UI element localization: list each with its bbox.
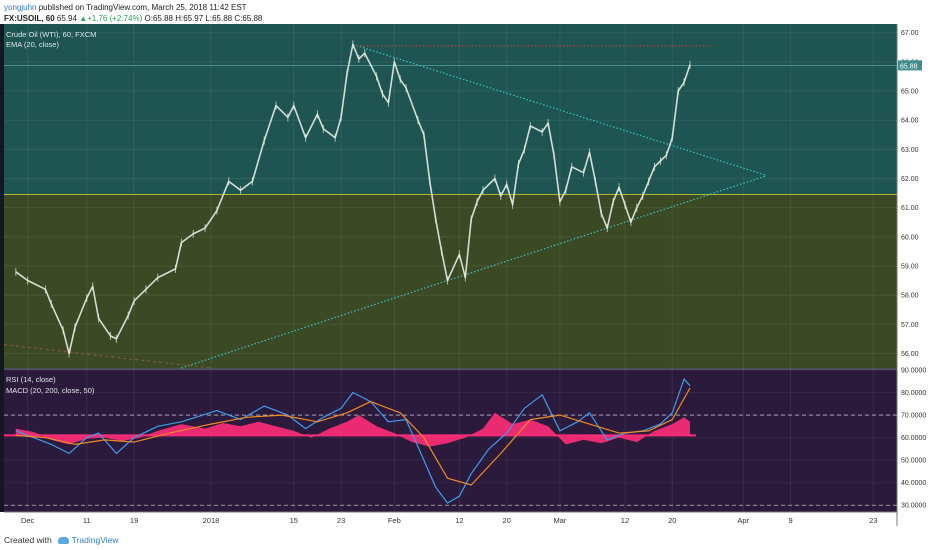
price-tick-label: 67.00 (901, 30, 919, 37)
price-tick-label: 62.00 (901, 176, 919, 183)
tradingview-logo-icon (57, 537, 69, 544)
rsi-tick-label: 50.0000 (901, 458, 926, 465)
upper-zone (4, 24, 897, 195)
last-price-badge (898, 60, 922, 71)
ohlc-values: O:65.88 H:65.97 L:65.88 C:65.88 (144, 14, 263, 23)
price-pane-title: Crude Oil (WTI), 60, FXCM (6, 30, 97, 39)
ema-legend: EMA (20, close) (6, 40, 59, 49)
x-tick-label: 11 (83, 516, 91, 525)
footer: Created with TradingView (4, 535, 119, 545)
rsi-tick-label: 70.0000 (901, 413, 926, 420)
signal-line (15, 387, 691, 486)
x-tick-label: Apr (737, 516, 749, 525)
tradingview-link[interactable]: TradingView (71, 535, 119, 545)
publisher-user-link[interactable]: yongjuhn (4, 3, 37, 12)
symbol-label: FX:USOIL, 60 (4, 14, 55, 23)
x-tick-label: 2018 (203, 516, 220, 525)
price-tick-label: 56.00 (901, 351, 919, 358)
created-with-text: Created with (4, 535, 52, 545)
price-tick-label: 65.00 (901, 89, 919, 96)
descending-trendline (352, 43, 768, 177)
x-tick-label: Feb (388, 516, 401, 525)
rsi-legend: RSI (14, close) (6, 375, 56, 384)
macd-histogram (15, 412, 691, 447)
x-tick-label: 20 (668, 516, 676, 525)
price-tick-label: 60.00 (901, 234, 919, 241)
last-price-badge-label: 65.88 (900, 63, 918, 70)
up-arrow-icon: ▲ (79, 14, 88, 23)
x-tick-label: 12 (621, 516, 629, 525)
x-tick-label: 19 (130, 516, 138, 525)
rsi-tick-label: 60.0000 (901, 435, 926, 442)
published-text: published on TradingView.com, March 25, … (38, 3, 247, 12)
macd-legend: MACD (20, 200, close, 50) (6, 386, 95, 395)
price-tick-label: 59.00 (901, 263, 919, 270)
price-axis-bg (897, 24, 932, 526)
rsi-tick-label: 80.0000 (901, 390, 926, 397)
last-price: 65.94 (56, 14, 77, 23)
x-tick-label: 9 (788, 516, 792, 525)
x-tick-label: Mar (553, 516, 566, 525)
rsi-tick-label: 40.0000 (901, 480, 926, 487)
x-tick-label: Dec (21, 516, 35, 525)
rsi-tick-label: 30.0000 (901, 503, 926, 510)
symbol-line: FX:USOIL, 60 65.94 ▲+1.76 (+2.74%) O:65.… (4, 14, 262, 23)
x-tick-label: 15 (290, 516, 298, 525)
price-tick-label: 63.00 (901, 147, 919, 154)
time-axis-bg (0, 512, 897, 526)
rsi-tick-label: 90.0000 (901, 368, 926, 375)
price-tick-label: 64.00 (901, 118, 919, 125)
lower-zone (4, 194, 897, 368)
price-tick-label: 58.00 (901, 293, 919, 300)
x-tick-label: 23 (337, 516, 345, 525)
old-trend-line (3, 344, 212, 369)
x-tick-label: 23 (869, 516, 877, 525)
price-tick-label: 61.00 (901, 205, 919, 212)
ascending-trendline (181, 175, 768, 369)
x-tick-label: 20 (503, 516, 511, 525)
x-tick-label: 12 (455, 516, 463, 525)
price-change: +1.76 (+2.74%) (87, 14, 143, 23)
price-tick-label: 57.00 (901, 322, 919, 329)
publisher-line: yongjuhn published on TradingView.com, M… (4, 3, 247, 12)
price-series-line (15, 43, 691, 355)
